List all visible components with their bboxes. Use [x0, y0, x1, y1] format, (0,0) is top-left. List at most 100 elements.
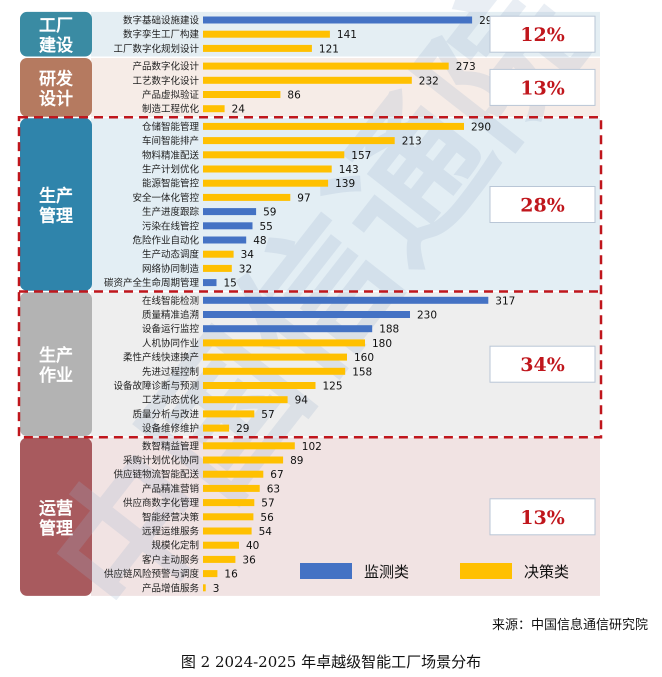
value-label: 102	[302, 441, 322, 453]
group-panel	[20, 11, 92, 57]
percent-box	[489, 68, 596, 106]
bar	[203, 250, 234, 258]
bar	[203, 311, 410, 318]
category-label: 工厂数字化规划设计	[113, 43, 199, 55]
category-label: 危险作业自动化	[132, 235, 199, 247]
category-label: 供应商数字化管理	[123, 497, 200, 509]
bar	[203, 484, 260, 492]
value-label: 57	[261, 498, 274, 510]
value-label: 157	[351, 150, 371, 162]
value-label: 290	[471, 121, 491, 133]
group-panel	[20, 58, 92, 117]
value-label: 63	[267, 483, 280, 495]
bar	[203, 76, 412, 84]
bar	[203, 555, 236, 563]
group-name-line: 运营	[39, 498, 73, 519]
group-name-line: 研发	[39, 68, 74, 89]
bar	[203, 499, 255, 507]
bar	[203, 353, 347, 361]
bar	[203, 44, 312, 52]
category-label: 物料精准配送	[142, 149, 200, 161]
category-label: 碳资产全生命周期管理	[104, 277, 200, 289]
value-label: 3	[213, 583, 220, 595]
value-label: 121	[319, 43, 339, 55]
value-label: 34	[241, 249, 255, 261]
category-label: 生产动态调度	[142, 249, 200, 261]
percent-label: 34%	[520, 354, 565, 376]
category-label: 数字基础设施建设	[123, 15, 200, 27]
bar	[203, 208, 257, 216]
group-name-line: 作业	[39, 365, 73, 386]
category-label: 规模化定制	[151, 540, 199, 552]
legend-label: 监测类	[364, 563, 409, 581]
category-label: 产品精准营销	[142, 483, 200, 495]
category-label: 在线智能检测	[142, 295, 199, 307]
category-label: 供应链风险预警与调度	[104, 568, 200, 580]
category-label: 产品数字化设计	[132, 61, 199, 73]
percent-box	[489, 186, 596, 223]
percent-label: 13%	[520, 507, 565, 529]
value-label: 57	[261, 409, 274, 421]
value-label: 32	[239, 263, 252, 275]
percent-label: 13%	[520, 77, 565, 99]
value-label: 317	[495, 295, 515, 307]
group-name-line: 生产	[39, 345, 73, 366]
category-label: 采购计划优化协同	[123, 455, 199, 467]
value-label: 24	[232, 104, 246, 116]
bar	[203, 62, 449, 70]
value-label: 232	[419, 75, 439, 87]
category-label: 供应链物流智能配送	[113, 469, 199, 481]
bar	[203, 105, 225, 113]
bar	[203, 165, 332, 173]
percent-box	[489, 15, 596, 53]
bar	[203, 16, 473, 24]
bar	[203, 179, 329, 187]
category-label: 能源智能管控	[142, 178, 200, 190]
percent-box	[489, 345, 596, 383]
category-label: 产品增值服务	[142, 582, 200, 594]
category-label: 污染在线管控	[142, 220, 200, 232]
bar	[203, 456, 284, 464]
value-label: 230	[417, 310, 437, 322]
bar	[203, 339, 365, 347]
category-label: 先进过程控制	[142, 366, 199, 378]
source-note: 来源：中国信息通信研究院	[491, 618, 648, 633]
value-label: 16	[224, 569, 238, 581]
category-label: 车间智能排产	[142, 135, 199, 147]
value-label: 89	[290, 455, 303, 467]
value-label: 86	[287, 90, 301, 102]
bar	[203, 236, 247, 244]
value-label: 55	[260, 221, 273, 233]
group-name-line: 建设	[39, 35, 73, 56]
category-label: 柔性产线快速换产	[123, 352, 199, 364]
value-label: 56	[260, 512, 274, 524]
category-label: 质量精准追溯	[142, 309, 199, 321]
bar	[203, 584, 206, 592]
category-label: 工艺数字化设计	[132, 75, 199, 87]
value-label: 97	[297, 192, 310, 204]
bar	[203, 279, 217, 287]
percent-label: 12%	[520, 24, 565, 46]
bar	[203, 296, 489, 304]
value-label: 40	[246, 540, 259, 552]
category-label: 生产计划优化	[142, 164, 200, 176]
value-label: 29	[236, 423, 249, 435]
category-label: 工艺动态优化	[142, 394, 200, 406]
bar	[203, 442, 295, 450]
category-label: 网络协同制造	[142, 263, 200, 275]
category-label: 智能经营决策	[142, 511, 200, 523]
group-name-line: 生产	[39, 186, 73, 207]
value-label: 158	[352, 366, 372, 378]
value-label: 48	[253, 235, 266, 247]
bar	[203, 193, 291, 201]
category-label: 安全一体化管控	[132, 192, 199, 204]
value-label: 54	[259, 526, 273, 538]
group-panel	[20, 292, 92, 437]
bar	[203, 396, 288, 404]
bar	[203, 527, 252, 535]
category-label: 客户主动服务	[142, 554, 200, 566]
group-name-line: 管理	[39, 518, 73, 539]
category-label: 产品虚拟验证	[142, 89, 200, 101]
bar	[203, 367, 346, 375]
